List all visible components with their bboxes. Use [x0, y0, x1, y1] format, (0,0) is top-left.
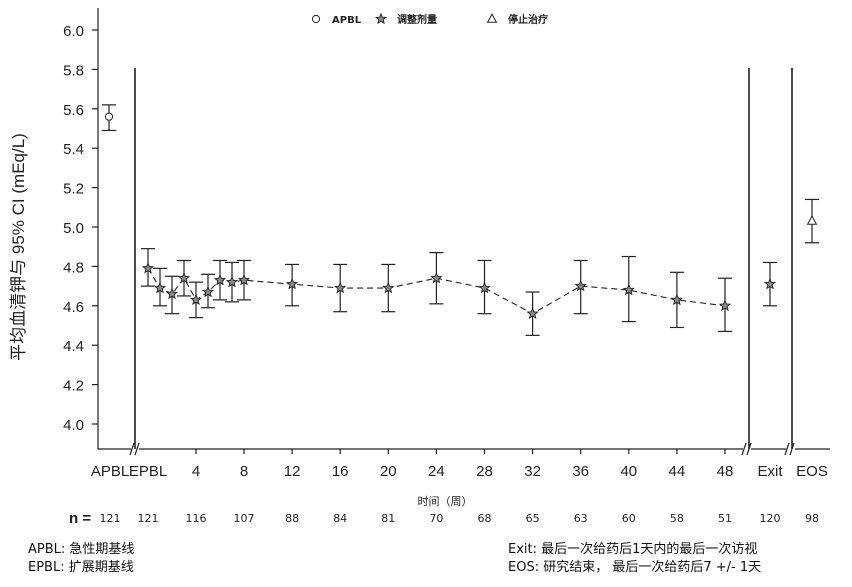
- legend-label: 调整剂量: [397, 13, 437, 26]
- star-marker: [526, 307, 539, 319]
- star-marker: [286, 277, 299, 290]
- x-tick-labels: APBL EPBL 4 8 12 16 20 24 28 32 36 40 44 48 Exit EOS: [91, 449, 828, 480]
- n-count-label: 98: [805, 512, 819, 525]
- y-tick-label: 5.4: [63, 141, 84, 158]
- star-marker: [382, 281, 395, 294]
- star-marker: [141, 261, 155, 274]
- n-row: n = 121 121 116 107 88 84 81 70 68 65 63 60 58 51 120 98: [69, 510, 819, 527]
- y-tick-label: 6.0: [63, 23, 84, 40]
- axes: 4.0 4.2 4.4 4.6 4.8 5.0 5.2 5.4 5.6 5.8 6.0: [63, 8, 830, 456]
- x-tick-label: 8: [240, 463, 248, 480]
- star-marker: [201, 285, 215, 298]
- axis-break-mark: [129, 442, 135, 456]
- star-marker: [718, 299, 732, 311]
- y-tick-label: 4.4: [63, 338, 84, 355]
- triangle-marker: [486, 13, 498, 23]
- n-count-label: 68: [478, 512, 492, 525]
- legend-label: APBL: [332, 15, 362, 26]
- star-marker: [237, 273, 251, 286]
- footnote-eos: EOS: 研究结束， 最后一次给药后7 +/- 1天: [508, 560, 762, 575]
- legend-item: 调整剂量: [374, 12, 437, 26]
- data-marks: [102, 104, 819, 336]
- x-tick-label: 4: [192, 463, 200, 480]
- y-tick-label: 4.6: [63, 299, 84, 316]
- axis-break-mark: [784, 442, 790, 456]
- legend-item: APBL: [311, 14, 362, 26]
- n-prefix-label: n =: [69, 510, 91, 527]
- footnote-epbl: EPBL: 扩展期基线: [28, 560, 134, 575]
- y-tick-label: 5.2: [63, 181, 84, 198]
- n-count-label: 120: [760, 512, 781, 525]
- star-marker: [374, 12, 388, 25]
- star-marker: [478, 281, 491, 294]
- x-tick-label: 36: [572, 463, 589, 480]
- star-marker: [213, 273, 227, 286]
- x-tick-label: EPBL: [129, 463, 167, 480]
- circle-marker: [104, 112, 114, 121]
- legend-label: 停止治疗: [508, 13, 548, 26]
- y-axis-label: 平均血清钾与 95% CI (mEq/L): [9, 133, 28, 361]
- footnote-apbl: APBL: 急性期基线: [28, 542, 135, 557]
- n-count-label: 63: [574, 512, 588, 525]
- n-count-label: 70: [429, 512, 443, 525]
- x-tick-label: 20: [380, 463, 397, 480]
- x-tick-label: 28: [476, 463, 493, 480]
- y-tick-label: 5.8: [63, 62, 84, 79]
- n-count-label: 81: [381, 512, 395, 525]
- n-count-label: 60: [622, 512, 636, 525]
- x-tick-label: 44: [669, 463, 686, 480]
- star-marker: [225, 275, 239, 288]
- x-axis-label: 时间（周）: [418, 495, 473, 508]
- star-marker: [177, 271, 191, 284]
- n-count-label: 121: [138, 512, 159, 525]
- x-tick-label: APBL: [91, 463, 129, 480]
- y-tick-label: 5.0: [63, 220, 84, 237]
- x-tick-label: 48: [717, 463, 734, 480]
- star-marker: [334, 281, 347, 294]
- star-marker: [153, 281, 167, 294]
- footnote-exit: Exit: 最后一次给药后1天内的最后一次访视: [508, 542, 758, 557]
- x-tick-label: 12: [284, 463, 301, 480]
- n-count-label: 65: [526, 512, 540, 525]
- x-tick-label: EOS: [796, 463, 828, 480]
- x-tick-label: 16: [332, 463, 349, 480]
- legend-item: 停止治疗: [486, 13, 548, 26]
- legend: APBL 调整剂量 停止治疗: [311, 12, 548, 26]
- n-count-label: 84: [333, 512, 347, 525]
- x-tick-label: 40: [620, 463, 637, 480]
- triangle-marker: [806, 215, 818, 225]
- y-tick-label: 4.0: [63, 417, 84, 434]
- x-tick-label: 32: [524, 463, 541, 480]
- axis-break-mark: [134, 442, 140, 456]
- y-tick-label: 4.2: [63, 378, 84, 395]
- n-count-label: 88: [285, 512, 299, 525]
- star-marker: [574, 279, 587, 292]
- axis-break-mark: [741, 442, 747, 456]
- x-tick-label: Exit: [757, 463, 783, 480]
- n-count-label: 121: [100, 512, 121, 525]
- star-marker: [670, 293, 683, 306]
- n-count-label: 58: [670, 512, 684, 525]
- n-count-label: 51: [718, 512, 732, 525]
- y-tick-label: 4.8: [63, 259, 84, 276]
- n-count-label: 107: [234, 512, 255, 525]
- n-count-label: 116: [186, 512, 207, 525]
- star-marker: [622, 283, 635, 296]
- star-marker: [430, 271, 443, 284]
- star-marker: [165, 287, 179, 300]
- star-marker: [763, 277, 777, 290]
- circle-marker: [311, 14, 321, 24]
- star-marker: [189, 293, 203, 306]
- x-tick-label: 24: [428, 463, 445, 480]
- y-tick-label: 5.6: [63, 102, 84, 119]
